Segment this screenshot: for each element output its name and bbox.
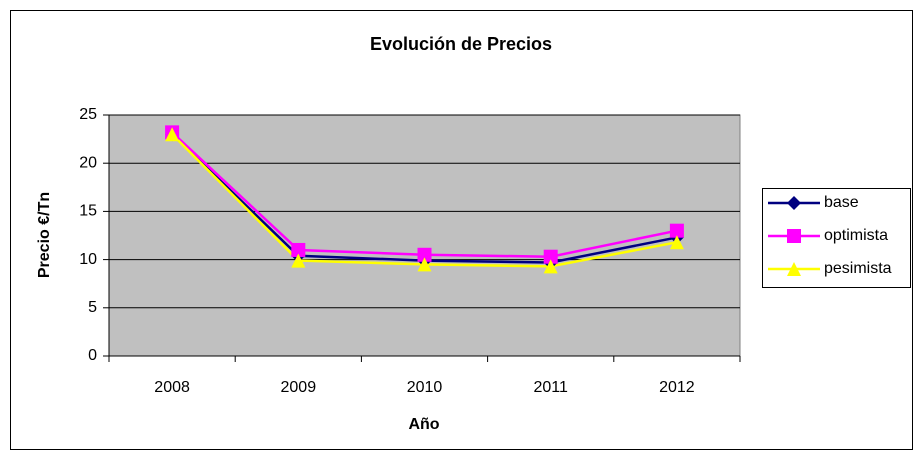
x-tick-label: 2009 [281, 379, 317, 396]
data-point [291, 242, 306, 257]
legend-marker [787, 196, 801, 210]
legend-marker [787, 229, 801, 243]
data-point [417, 247, 432, 262]
legend-label: base [824, 194, 859, 211]
x-tick-label: 2010 [407, 379, 443, 396]
data-point [291, 253, 306, 268]
y-tick-label: 15 [79, 203, 97, 220]
y-tick-label: 20 [79, 154, 97, 171]
data-point [543, 259, 558, 274]
x-axis-label: Año [408, 416, 439, 433]
y-tick-label: 5 [88, 299, 97, 316]
y-tick-label: 10 [79, 251, 97, 268]
y-axis-label: Precio €/Tn [36, 192, 53, 278]
data-point [417, 257, 432, 272]
data-point [669, 235, 684, 250]
chart-title: Evolución de Precios [370, 34, 552, 54]
x-tick-label: 2011 [533, 379, 568, 396]
y-tick-label: 0 [88, 347, 97, 364]
legend-label: optimista [824, 227, 888, 244]
legend-label: pesimista [824, 260, 892, 277]
x-tick-label: 2012 [659, 379, 695, 396]
x-tick-label: 2008 [154, 379, 190, 396]
data-point [165, 127, 180, 142]
data-point [543, 249, 558, 264]
data-point [669, 223, 684, 238]
plot-area [108, 114, 741, 357]
legend-marker [787, 262, 801, 276]
y-tick-label: 25 [79, 106, 97, 123]
